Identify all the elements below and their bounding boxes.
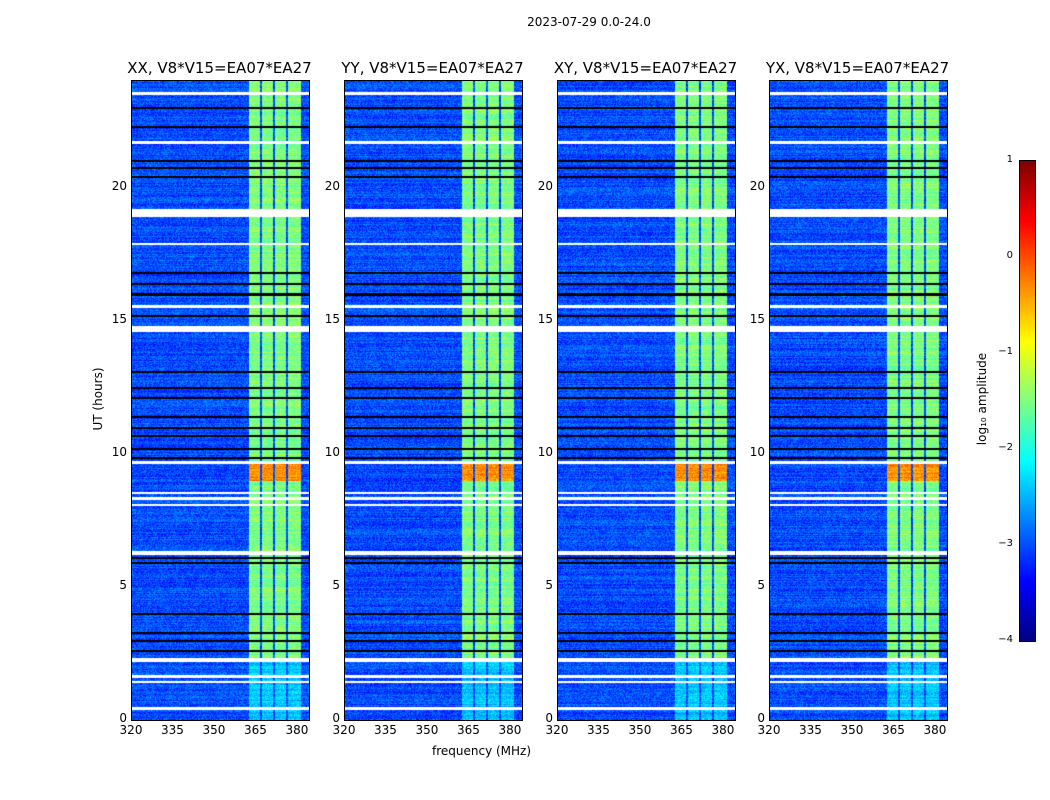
y-tick-label: 20 [537, 178, 553, 193]
y-tick-label: 15 [111, 311, 127, 326]
colorbar-tick-label: 0 [1006, 250, 1013, 261]
heatmap-yy [344, 80, 523, 721]
x-tick-label: 320 [119, 723, 143, 737]
y-tick-label: 0 [545, 711, 553, 725]
y-tick-label: 5 [757, 577, 765, 592]
y-tick-label: 20 [324, 178, 340, 193]
x-tick-label: 380 [498, 723, 522, 737]
y-tick-label: 20 [111, 178, 127, 193]
colorbar-tick-label: −3 [998, 538, 1013, 549]
colorbar [1019, 160, 1036, 642]
y-tick-label: 15 [324, 311, 340, 326]
panel-title: YY, V8*V15=EA07*EA27 [341, 59, 524, 77]
colorbar-tick-label: −2 [998, 442, 1013, 453]
y-tick-label: 20 [749, 178, 765, 193]
x-tick-label: 350 [840, 723, 864, 737]
y-tick-label: 5 [119, 577, 127, 592]
colorbar-tick-label: −4 [998, 634, 1013, 645]
heatmap-yx [769, 80, 948, 721]
y-tick-label: 10 [324, 444, 340, 459]
x-tick-label: 365 [457, 723, 480, 737]
panel-title: YX, V8*V15=EA07*EA27 [765, 59, 950, 77]
panel-title: XY, V8*V15=EA07*EA27 [553, 59, 738, 77]
y-tick-label: 15 [537, 311, 553, 326]
x-tick-label: 335 [374, 723, 397, 737]
x-tick-label: 320 [757, 723, 781, 737]
x-axis-label: frequency (MHz) [432, 744, 532, 758]
heatmap-xy [557, 80, 736, 721]
x-tick-label: 380 [923, 723, 947, 737]
y-tick-label: 15 [749, 311, 765, 326]
y-tick-label: 5 [332, 577, 340, 592]
y-tick-label: 0 [757, 711, 765, 725]
x-tick-label: 350 [628, 723, 652, 737]
colorbar-tick-label: −1 [998, 346, 1013, 357]
x-tick-label: 335 [587, 723, 610, 737]
x-tick-label: 365 [244, 723, 267, 737]
x-tick-label: 380 [711, 723, 735, 737]
y-axis-label: UT (hours) [91, 367, 105, 431]
colorbar-label: log₁₀ amplitude [975, 352, 989, 446]
suptitle: 2023-07-29 0.0-24.0 [527, 15, 651, 29]
panel-title: XX, V8*V15=EA07*EA27 [127, 59, 312, 77]
x-tick-label: 365 [882, 723, 905, 737]
x-tick-label: 320 [545, 723, 569, 737]
y-tick-label: 10 [537, 444, 553, 459]
x-tick-label: 335 [161, 723, 184, 737]
x-tick-label: 380 [285, 723, 309, 737]
x-tick-label: 365 [670, 723, 693, 737]
x-tick-label: 350 [202, 723, 226, 737]
x-tick-label: 335 [799, 723, 822, 737]
x-tick-label: 320 [332, 723, 356, 737]
y-tick-label: 5 [545, 577, 553, 592]
y-tick-label: 0 [332, 711, 340, 725]
y-tick-label: 0 [119, 711, 127, 725]
colorbar-tick-label: 1 [1006, 154, 1013, 165]
x-tick-label: 350 [415, 723, 439, 737]
y-tick-label: 10 [111, 444, 127, 459]
heatmap-xx [131, 80, 310, 721]
y-tick-label: 10 [749, 444, 765, 459]
